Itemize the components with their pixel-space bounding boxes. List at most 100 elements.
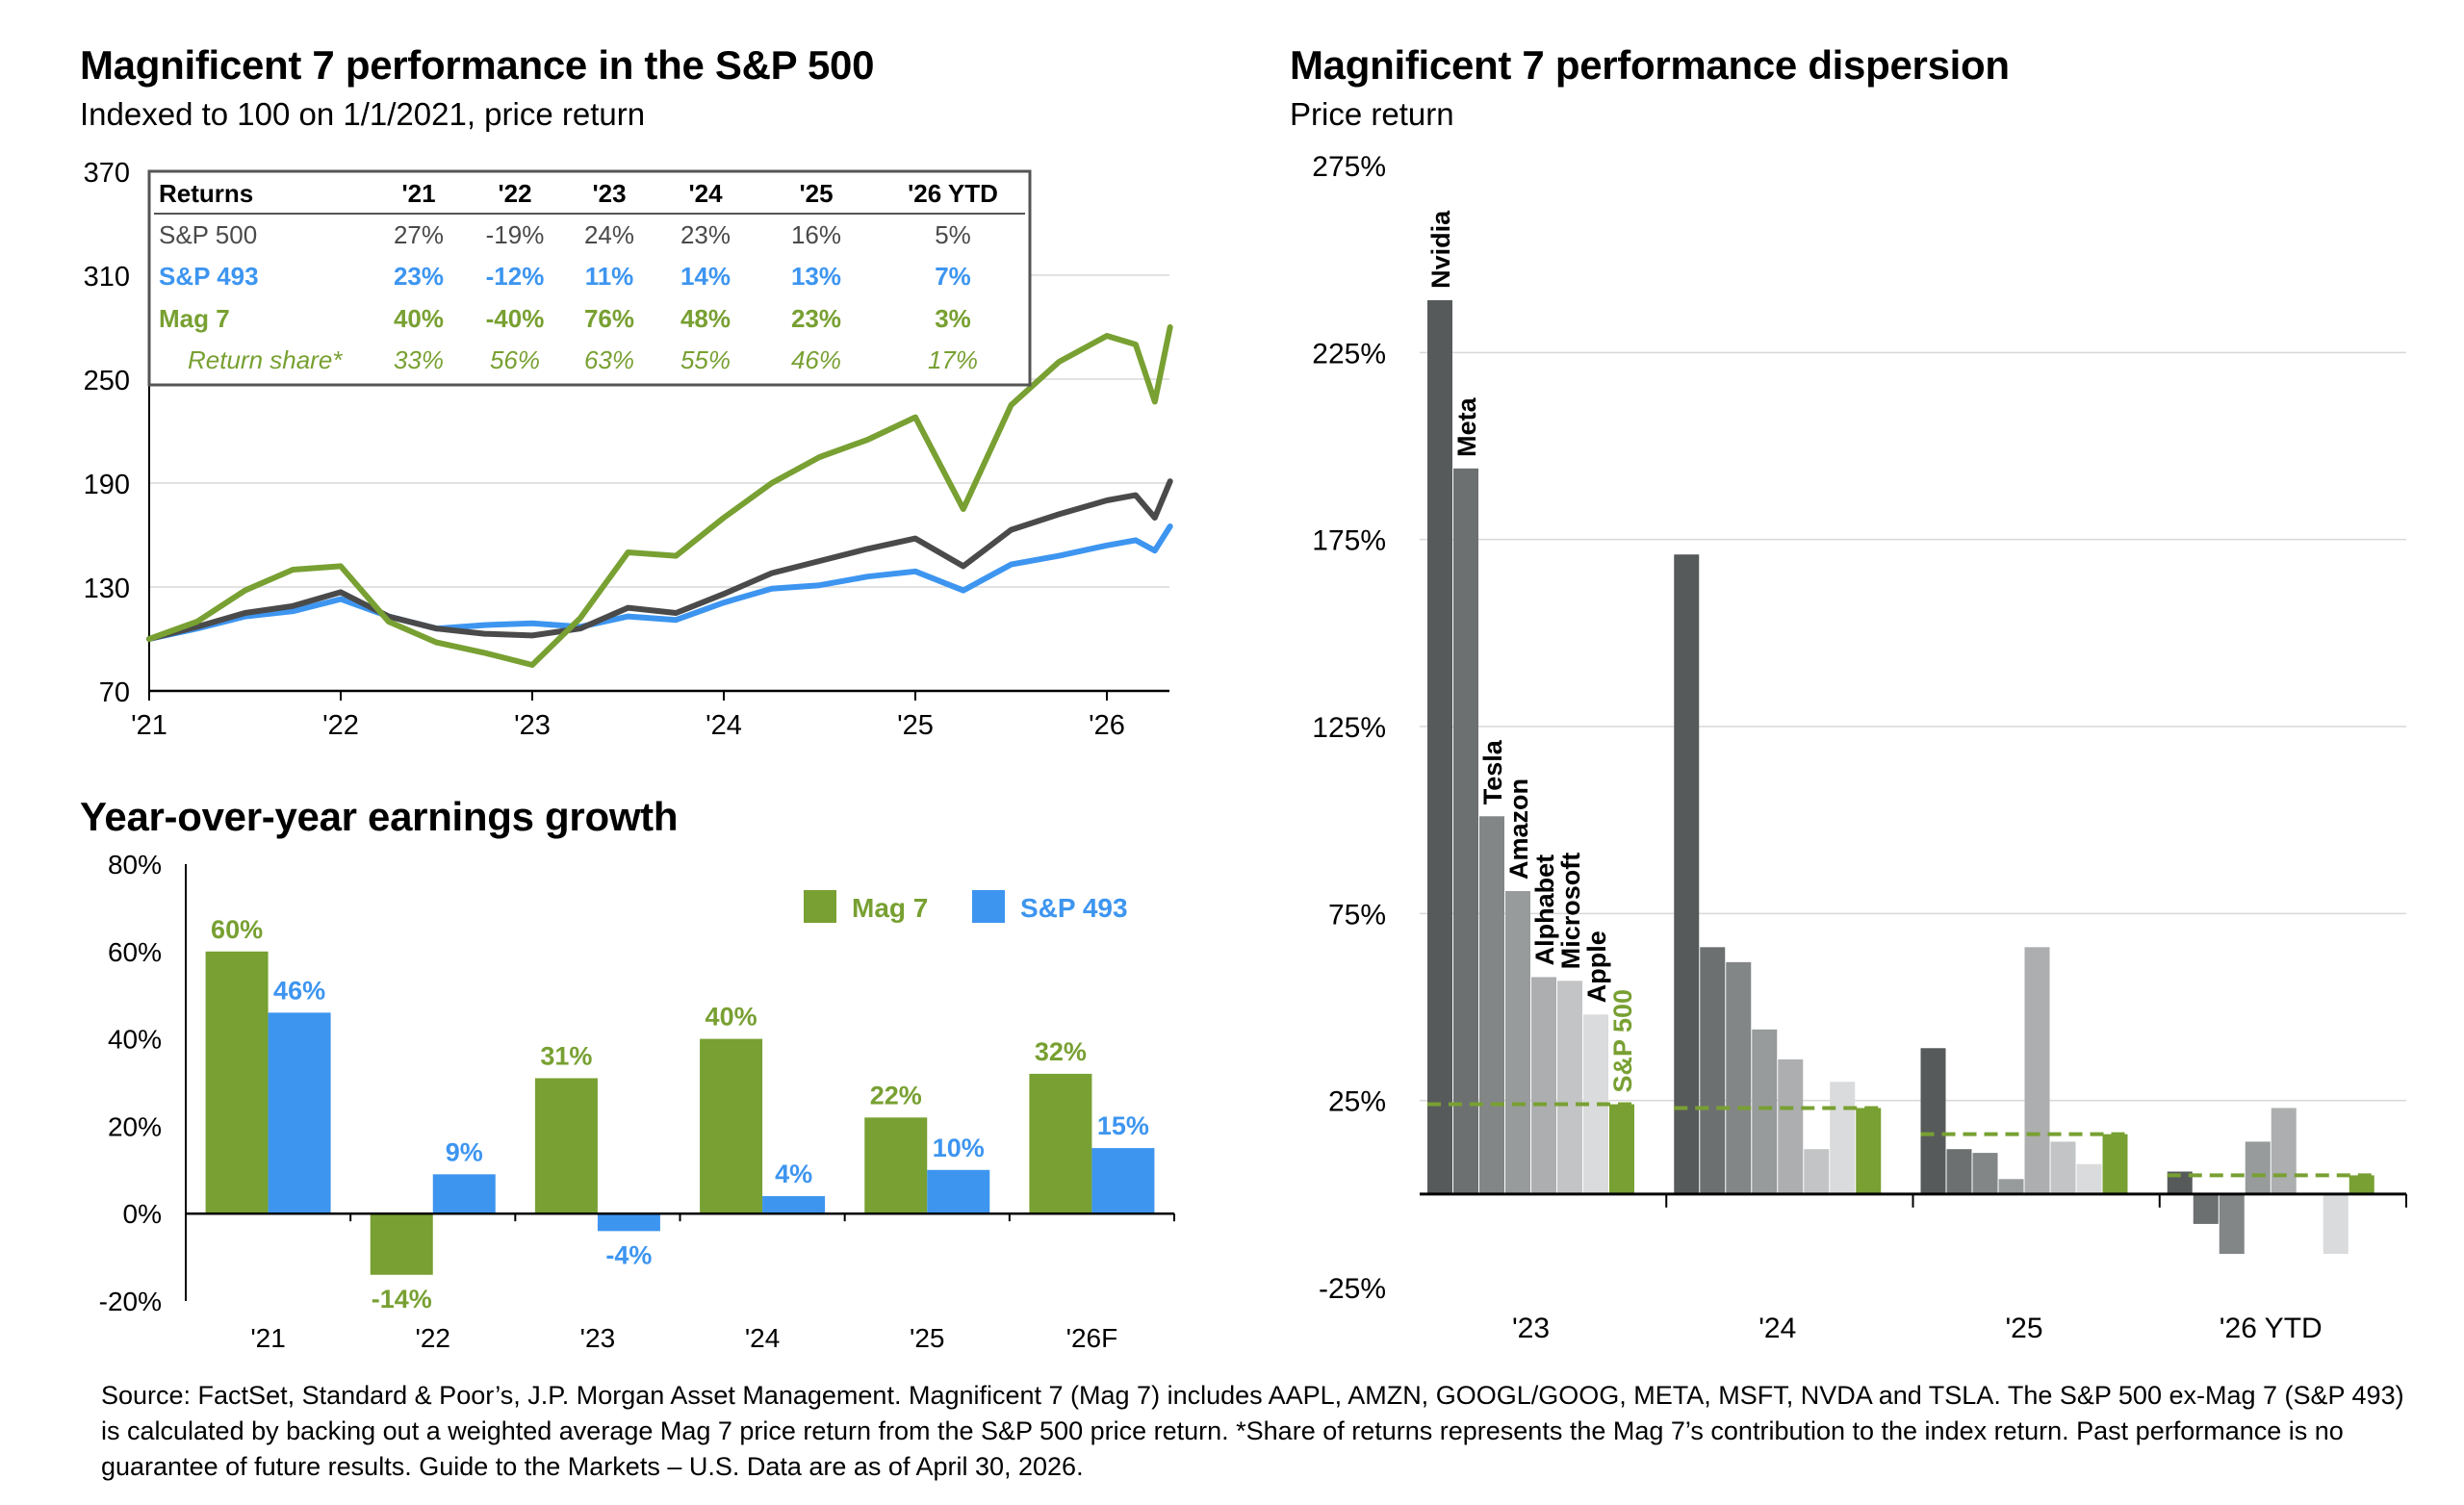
returns-table-cell: 46% <box>791 345 841 374</box>
earnings-legend-label: S&P 493 <box>1020 893 1128 923</box>
line-chart-x-tick-label: '23 <box>514 710 551 741</box>
returns-table-header: '25 <box>799 179 833 208</box>
dispersion-bar-tesla <box>1479 816 1504 1194</box>
earnings-x-tick-label: '22 <box>416 1323 451 1353</box>
dispersion-y-tick-label: -25% <box>1319 1273 1386 1305</box>
returns-table-cell: 16% <box>791 220 841 249</box>
returns-table-cell: 23% <box>791 304 841 333</box>
dispersion-y-tick-label: 125% <box>1312 712 1386 744</box>
returns-table-row-label: S&P 500 <box>159 220 257 249</box>
returns-table-cell: 3% <box>935 304 971 333</box>
dispersion-bar-apple <box>2076 1163 2102 1194</box>
returns-table-cell: -40% <box>486 304 545 333</box>
earnings-x-tick-label: '21 <box>250 1323 286 1353</box>
dispersion-bar-amazon <box>2245 1141 2271 1194</box>
returns-table-cell: 13% <box>791 262 841 291</box>
returns-table-row-label: Return share* <box>188 345 343 374</box>
earnings-bar-mag-7 <box>1029 1073 1092 1214</box>
returns-table-box <box>147 169 1032 387</box>
earnings-y-tick-label: 40% <box>108 1025 162 1055</box>
earnings-data-label: 9% <box>446 1137 483 1166</box>
dispersion-bar-s-p-500 <box>1609 1104 1634 1194</box>
line-chart-y-tick-label: 190 <box>84 470 130 500</box>
dispersion-y-tick-label: 175% <box>1312 525 1386 557</box>
returns-table-cell: 55% <box>680 345 731 374</box>
returns-table-cell: 76% <box>584 304 634 333</box>
returns-table-header: Returns <box>159 179 253 208</box>
dispersion-bar-tesla <box>2219 1193 2245 1255</box>
returns-table-header: '23 <box>592 179 626 208</box>
dispersion-bar-nvidia <box>1674 554 1700 1194</box>
dispersion-bar-apple <box>2323 1193 2348 1255</box>
returns-table-header: '22 <box>498 179 531 208</box>
earnings-legend-swatch <box>804 890 836 923</box>
earnings-data-label: 31% <box>540 1041 592 1070</box>
earnings-data-label: 60% <box>211 915 263 944</box>
earnings-data-label: 10% <box>933 1134 985 1162</box>
dispersion-bar-alphabet <box>2271 1108 2297 1194</box>
earnings-y-tick-label: 0% <box>123 1199 162 1229</box>
returns-table-cell: 56% <box>490 345 540 374</box>
line-chart-y-tick-label: 70 <box>99 677 130 708</box>
line-chart-x-tick-label: '21 <box>131 710 167 741</box>
dispersion-bar-meta <box>1700 947 1726 1194</box>
line-series-mag-7 <box>146 324 1173 668</box>
dispersion-y-tick-label: 75% <box>1328 899 1386 931</box>
earnings-bar-s-p-493 <box>927 1169 990 1214</box>
earnings-x-tick-label: '23 <box>580 1323 616 1353</box>
returns-table-header: '24 <box>688 179 723 208</box>
returns-table-cell: -12% <box>486 262 545 291</box>
earnings-data-label: 46% <box>273 976 325 1005</box>
returns-table-cell: 48% <box>680 304 731 333</box>
earnings-legend-label: Mag 7 <box>852 893 928 923</box>
line-chart-x-tick-label: '26 <box>1089 710 1125 741</box>
earnings-x-tick-label: '24 <box>745 1323 781 1353</box>
earnings-bar-s-p-493 <box>597 1213 660 1232</box>
returns-table-cell: 40% <box>394 304 444 333</box>
dispersion-x-tick-label: '25 <box>2005 1313 2042 1344</box>
dispersion-y-tick-label: 25% <box>1328 1086 1386 1118</box>
earnings-bar-mag-7 <box>205 951 269 1214</box>
returns-table-row-label: Mag 7 <box>159 304 230 333</box>
returns-table-cell: 27% <box>394 220 444 249</box>
dispersion-x-tick-label: '23 <box>1512 1313 1550 1344</box>
earnings-x-tick-label: '26F <box>1066 1323 1118 1353</box>
earnings-bar-mag-7 <box>864 1117 928 1214</box>
dispersion-member-label: Amazon <box>1504 778 1533 880</box>
line-chart-subtitle: Indexed to 100 on 1/1/2021, price return <box>80 96 646 132</box>
dispersion-bar-s-p-500 <box>2102 1134 2128 1194</box>
bar-chart-title: Year-over-year earnings growth <box>80 794 679 839</box>
line-series-s-p-500 <box>146 478 1173 642</box>
earnings-x-tick-label: '25 <box>910 1323 945 1353</box>
line-chart-y-tick-label: 130 <box>84 574 130 604</box>
dispersion-member-label: Alphabet <box>1530 855 1559 966</box>
dispersion-bar-apple <box>1830 1082 1856 1194</box>
dispersion-bar-amazon <box>1505 891 1530 1194</box>
line-chart-y-tick-label: 310 <box>84 262 130 293</box>
dispersion-bar-microsoft <box>1804 1149 1830 1194</box>
returns-table-cell: 7% <box>935 262 971 291</box>
line-series-s-p-493 <box>146 523 1173 642</box>
dispersion-x-tick-label: '26 YTD <box>2220 1313 2323 1344</box>
dispersion-bar-alphabet <box>1778 1059 1804 1194</box>
dispersion-bar-microsoft <box>2050 1141 2076 1194</box>
returns-table-cell: 23% <box>394 262 444 291</box>
returns-table-header: '21 <box>401 179 435 208</box>
dispersion-member-label: Apple <box>1582 931 1611 1003</box>
dispersion-member-label: Tesla <box>1478 739 1507 804</box>
dispersion-x-tick-label: '24 <box>1758 1313 1796 1344</box>
source-footnote: Source: FactSet, Standard & Poor’s, J.P.… <box>101 1381 2404 1481</box>
dispersion-bar-alphabet <box>1531 977 1556 1194</box>
returns-table-header: '26 YTD <box>908 179 998 208</box>
earnings-data-label: 32% <box>1035 1037 1087 1066</box>
returns-table-row-label: S&P 493 <box>159 262 259 291</box>
dispersion-bar-tesla <box>1972 1153 1998 1194</box>
dispersion-bar-s-p-500 <box>1856 1108 1882 1194</box>
earnings-bar-mag-7 <box>534 1078 598 1214</box>
earnings-data-label: 15% <box>1097 1111 1149 1140</box>
dispersion-y-tick-label: 225% <box>1312 338 1386 370</box>
charts-canvas: 37031025019013070'21'22'23'24'25'26Retur… <box>84 151 2407 1353</box>
earnings-data-label: -4% <box>605 1240 652 1269</box>
dispersion-bar-tesla <box>1726 961 1752 1194</box>
earnings-y-tick-label: 80% <box>108 850 162 880</box>
